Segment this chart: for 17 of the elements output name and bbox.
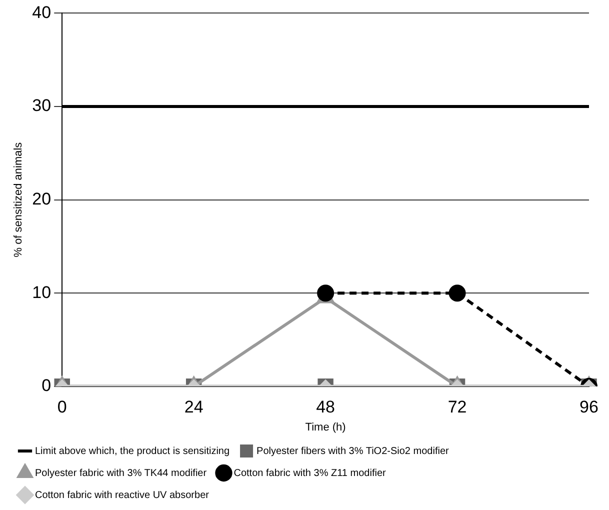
y-tick-label: 40 <box>32 2 52 22</box>
legend-label: Cotton fabric with reactive UV absorber <box>35 490 210 501</box>
x-tick-label: 72 <box>448 397 467 416</box>
legend-label: Polyester fibers with 3% TiO2-Sio2 modifier <box>256 446 450 457</box>
y-tick-label: 20 <box>32 189 52 208</box>
x-tick-label: 24 <box>184 397 204 416</box>
y-tick-label: 0 <box>42 376 52 396</box>
y-tick-label: 30 <box>32 96 52 116</box>
x-tick-label: 0 <box>57 397 67 416</box>
y-axis-title: % of sensitized animals <box>12 142 25 258</box>
legend-label: Cotton fabric with 3% Z11 modifier <box>234 468 387 479</box>
legend-label: Limit above which, the product is sensitizing <box>35 446 230 457</box>
x-tick-label: 96 <box>580 397 598 416</box>
x-tick-label: 48 <box>316 397 336 416</box>
legend-label: Polyester fabric with 3% TK44 modifier <box>35 468 208 479</box>
x-axis-title: Time (h) <box>305 421 346 434</box>
y-tick-label: 10 <box>32 282 52 302</box>
